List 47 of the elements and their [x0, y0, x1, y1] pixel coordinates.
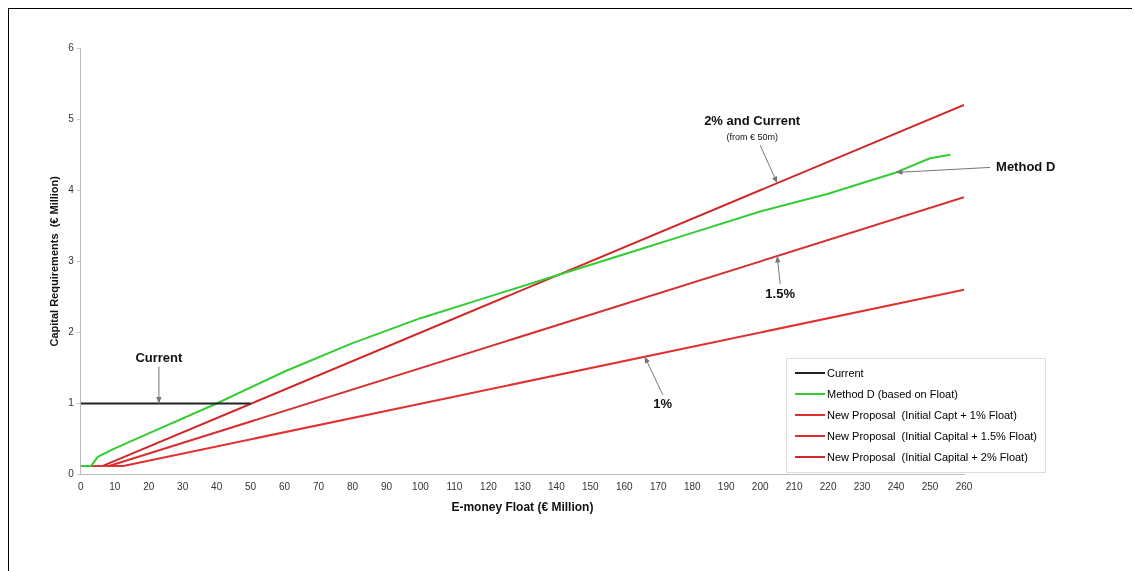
- x-tick-label: 80: [346, 481, 359, 493]
- x-tick-label: 180: [683, 481, 702, 493]
- x-tick-label: 160: [615, 481, 634, 493]
- legend-label: New Proposal (Initial Capital + 1.5% Float): [827, 430, 1038, 443]
- annotation: Method D: [996, 159, 1056, 174]
- x-tick-label: 150: [581, 481, 600, 493]
- x-axis-title: E-money Float (€ Million): [451, 500, 594, 515]
- x-tick-label: 40: [211, 481, 223, 493]
- annotation: 2% and Current: [704, 112, 801, 128]
- annotation: 1.5%: [765, 285, 796, 301]
- y-tick-label: 2: [68, 326, 75, 338]
- x-tick-label: 260: [955, 481, 973, 493]
- y-tick-label: 0: [68, 468, 75, 480]
- x-tick-label: 70: [312, 481, 325, 493]
- annotation: (from € 50m): [726, 131, 778, 142]
- x-tick-label: 130: [514, 481, 532, 493]
- x-tick-label: 170: [649, 481, 668, 493]
- x-tick-label: 120: [480, 481, 498, 493]
- y-tick-label: 6: [68, 41, 75, 53]
- legend-label: New Proposal (Initial Capital + 2% Float): [827, 451, 1028, 464]
- x-tick-label: 200: [751, 481, 769, 493]
- x-tick-label: 90: [380, 481, 393, 493]
- y-tick-label: 3: [68, 255, 75, 267]
- x-tick-label: 20: [143, 481, 155, 493]
- annotation: 1%: [653, 396, 673, 412]
- x-tick-label: 110: [446, 481, 463, 493]
- x-tick-label: 220: [819, 481, 837, 493]
- annotation: Current: [135, 350, 184, 366]
- x-tick-label: 50: [245, 481, 257, 493]
- x-tick-label: 250: [921, 481, 939, 493]
- legend-label: Method D (based on Float): [827, 388, 958, 401]
- x-tick-label: 0: [77, 481, 84, 493]
- y-axis-title: Capital Requirements (€ Million): [47, 175, 60, 347]
- y-tick-label: 1: [68, 397, 75, 409]
- x-tick-label: 30: [177, 481, 189, 493]
- x-tick-label: 210: [785, 481, 803, 493]
- x-tick-label: 140: [548, 481, 566, 493]
- x-tick-label: 240: [887, 481, 905, 493]
- legend-label: Current: [827, 367, 864, 380]
- x-tick-label: 100: [412, 481, 430, 493]
- x-tick-label: 10: [109, 481, 121, 493]
- x-tick-label: 60: [279, 481, 291, 493]
- y-tick-label: 4: [68, 183, 75, 195]
- x-tick-label: 190: [717, 481, 735, 493]
- y-tick-label: 5: [68, 112, 75, 124]
- legend-label: New Proposal (Initial Capt + 1% Float): [827, 409, 1017, 422]
- x-tick-label: 230: [853, 481, 871, 493]
